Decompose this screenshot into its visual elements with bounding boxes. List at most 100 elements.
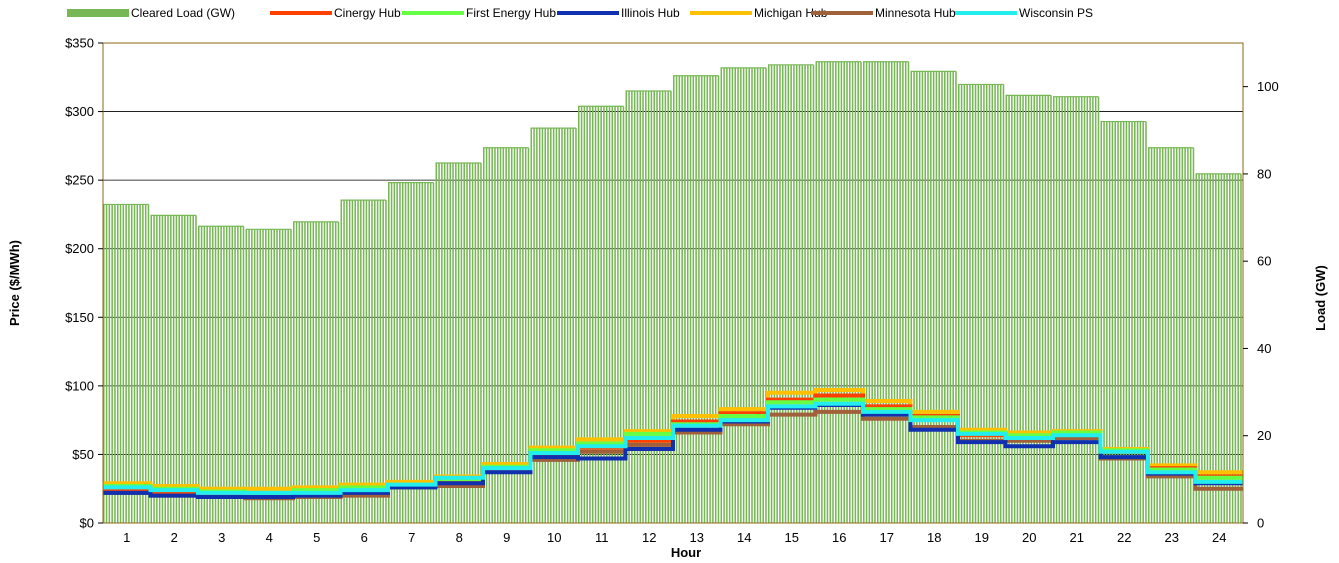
load-bar [930, 71, 932, 524]
legend-label: Michigan Hub [754, 6, 828, 20]
load-bar [578, 106, 580, 524]
load-bar [1117, 121, 1119, 524]
load-bar [907, 61, 910, 523]
load-bar [209, 226, 211, 523]
load-bar [315, 221, 317, 523]
load-bar [1226, 173, 1228, 523]
load-bar [527, 147, 530, 524]
load-bar [357, 200, 359, 523]
load-bar [896, 61, 899, 523]
load-bar [103, 204, 105, 523]
load-bar-hour-5 [293, 221, 340, 523]
load-bar [795, 64, 798, 523]
load-bar [709, 75, 711, 523]
load-bar [376, 200, 379, 523]
load-bar [1175, 147, 1178, 524]
x-tick-label: 24 [1212, 530, 1226, 545]
load-bar [225, 226, 228, 523]
load-bar [415, 182, 418, 523]
load-bar [142, 204, 144, 523]
x-axis: 1 2 3 4 5 6 7 8 9 10 11 12 13 14 15 16 17 18 19 20 21 22 23 24 [123, 530, 1226, 545]
load-bar [265, 229, 267, 523]
load-bar [351, 200, 354, 523]
load-bar [1150, 147, 1153, 524]
load-bar [1111, 121, 1114, 524]
right-axis: 0 20 40 60 80 100 [1243, 79, 1279, 531]
load-bar [452, 163, 454, 523]
load-bar [164, 215, 167, 524]
left-tick-label: $300 [65, 104, 94, 119]
load-bar [108, 204, 111, 523]
load-bar [214, 226, 217, 523]
x-tick-label: 2 [171, 530, 178, 545]
load-bar [1203, 173, 1206, 523]
load-bar [298, 221, 301, 523]
load-bar [605, 106, 608, 524]
load-bar [837, 61, 840, 523]
load-bar [597, 106, 600, 524]
load-bar [466, 163, 468, 523]
load-bar [1206, 173, 1209, 523]
load-bar [949, 71, 952, 524]
load-bar [675, 75, 678, 523]
load-bar [494, 147, 496, 524]
load-bar [371, 200, 373, 523]
load-bar [1041, 95, 1044, 524]
load-bar [700, 75, 703, 523]
load-bar [1215, 173, 1217, 523]
load-bar [958, 84, 960, 523]
load-bar-hour-1 [103, 203, 150, 523]
load-bar [815, 61, 818, 523]
load-bar [868, 61, 871, 523]
x-tick-label: 17 [880, 530, 894, 545]
load-bar-hour-20 [1005, 94, 1052, 524]
load-bar [742, 67, 745, 524]
series-line-wisconsin-ps [103, 401, 1243, 495]
load-bar [105, 204, 108, 523]
load-bar-hour-2 [150, 214, 197, 524]
load-bar [446, 163, 449, 523]
load-bar [1097, 96, 1100, 524]
load-bar [418, 182, 421, 523]
load-bar [1066, 96, 1069, 524]
load-bar [692, 75, 695, 523]
load-bar [1027, 95, 1030, 524]
load-bar [541, 128, 544, 523]
load-bar-hour-7 [388, 182, 435, 523]
legend-item: Cleared Load (GW) [67, 6, 235, 20]
load-bar [1139, 121, 1142, 524]
load-bar [234, 226, 236, 523]
load-bar [714, 75, 717, 523]
load-bar [619, 106, 622, 524]
load-bar [1100, 121, 1103, 524]
load-bar [119, 204, 122, 523]
load-bar [469, 163, 471, 523]
load-bar [631, 91, 633, 523]
load-bar [410, 182, 412, 523]
load-bar [262, 229, 264, 523]
load-bar [1184, 147, 1186, 524]
load-bar-hour-3 [198, 225, 245, 523]
load-bar [653, 91, 655, 523]
load-bar [1103, 121, 1105, 524]
load-bar [647, 91, 650, 523]
load-bar [178, 215, 180, 524]
load-bar [150, 215, 153, 524]
x-tick-label: 18 [927, 530, 941, 545]
load-bar [332, 221, 334, 523]
load-bar [1044, 95, 1047, 524]
load-bar [312, 221, 315, 523]
x-tick-label: 6 [361, 530, 368, 545]
load-bar [284, 229, 287, 523]
x-tick-label: 21 [1070, 530, 1084, 545]
load-bar [1125, 121, 1128, 524]
load-bar [1094, 96, 1097, 524]
load-bar [784, 64, 787, 523]
load-bar [1016, 95, 1019, 524]
load-bar [170, 215, 172, 524]
load-bar [306, 221, 309, 523]
load-bar-hour-17 [863, 61, 910, 523]
load-bar [857, 61, 859, 523]
load-bar [231, 226, 234, 523]
load-bar [756, 67, 759, 524]
